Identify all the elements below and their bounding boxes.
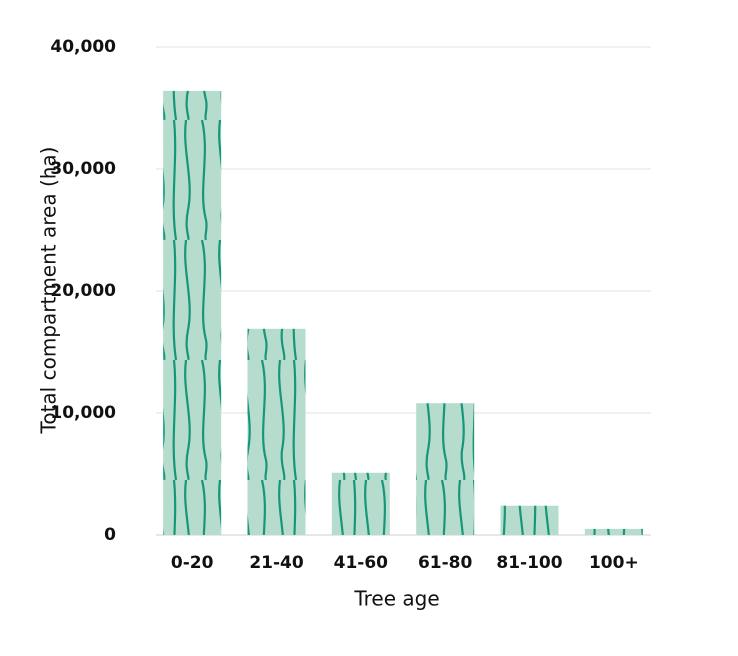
y-tick-label: 30,000 (50, 159, 116, 179)
bar (331, 472, 390, 535)
x-tick-label: 41-60 (334, 553, 389, 573)
y-tick-label: 0 (104, 525, 116, 545)
grid (156, 46, 651, 536)
bar (500, 505, 559, 535)
bars (163, 90, 643, 536)
x-axis-title: Tree age (353, 587, 439, 611)
x-tick-label: 61-80 (418, 553, 473, 573)
y-tick-label: 20,000 (50, 281, 116, 301)
bar (163, 90, 222, 536)
x-tick-label: 100+ (589, 553, 639, 573)
bar (247, 328, 306, 535)
y-tick-label: 40,000 (50, 37, 116, 57)
y-axis-title: Total compartment area (ha) (37, 147, 61, 435)
x-tick-label: 21-40 (249, 553, 304, 573)
x-tick-label: 81-100 (496, 553, 562, 573)
bar (416, 403, 475, 535)
x-tick-label: 0-20 (171, 553, 214, 573)
bar (584, 528, 643, 535)
y-tick-label: 10,000 (50, 403, 116, 423)
